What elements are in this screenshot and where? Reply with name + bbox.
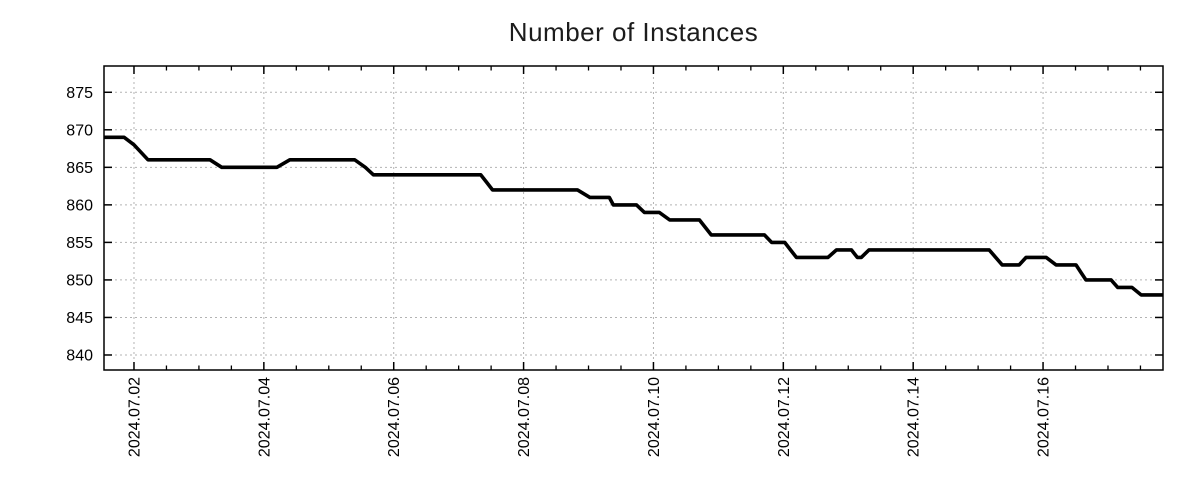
chart-title: Number of Instances xyxy=(508,17,759,47)
y-tick-label: 845 xyxy=(66,310,93,327)
y-tick-label: 875 xyxy=(66,85,93,102)
x-tick-label: 2024.07.02 xyxy=(126,377,143,457)
y-tick-label: 865 xyxy=(66,160,93,177)
x-tick-label: 2024.07.06 xyxy=(386,377,403,457)
x-tick-label: 2024.07.12 xyxy=(776,377,793,457)
y-tick-label: 860 xyxy=(66,197,93,214)
y-tick-label: 840 xyxy=(66,347,93,364)
x-tick-label: 2024.07.08 xyxy=(516,377,533,457)
plot-frame xyxy=(103,65,1164,371)
x-tick-label: 2024.07.14 xyxy=(906,377,923,457)
x-tick-label: 2024.07.04 xyxy=(256,377,273,457)
y-tick-label: 850 xyxy=(66,272,93,289)
y-tick-label: 870 xyxy=(66,122,93,139)
series-line xyxy=(104,135,1163,297)
x-tick-label: 2024.07.10 xyxy=(646,377,663,457)
y-tick-label: 855 xyxy=(66,235,93,252)
x-tick-label: 2024.07.16 xyxy=(1036,377,1053,457)
